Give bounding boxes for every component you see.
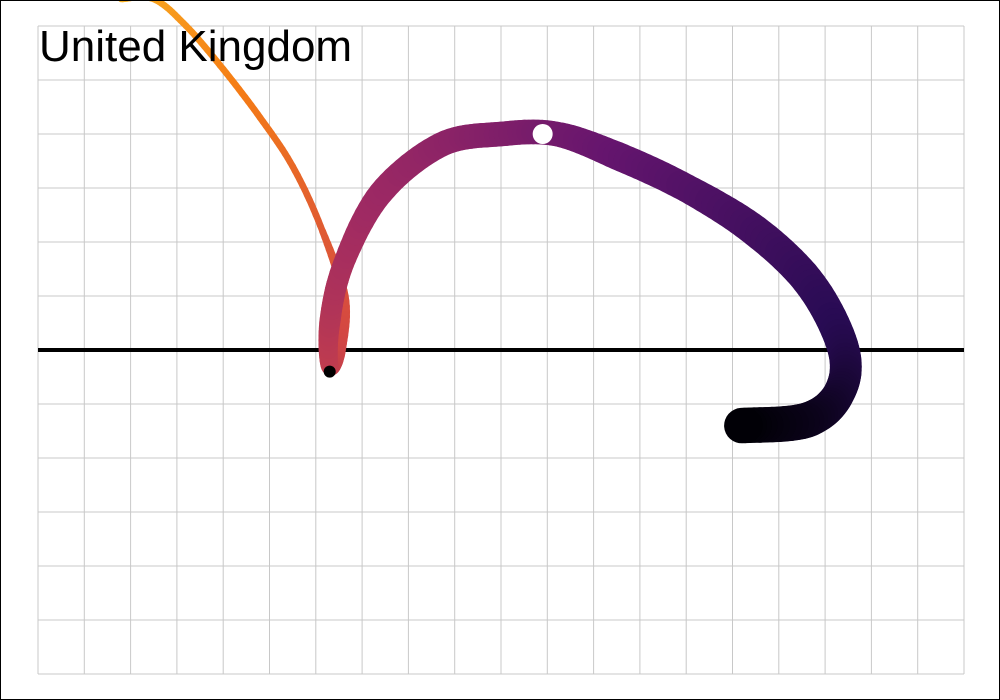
trajectory-series [118, 1, 862, 444]
markers [323, 124, 553, 378]
end-marker [532, 124, 553, 144]
chart-title: United Kingdom [39, 22, 353, 71]
start-marker [323, 365, 336, 378]
